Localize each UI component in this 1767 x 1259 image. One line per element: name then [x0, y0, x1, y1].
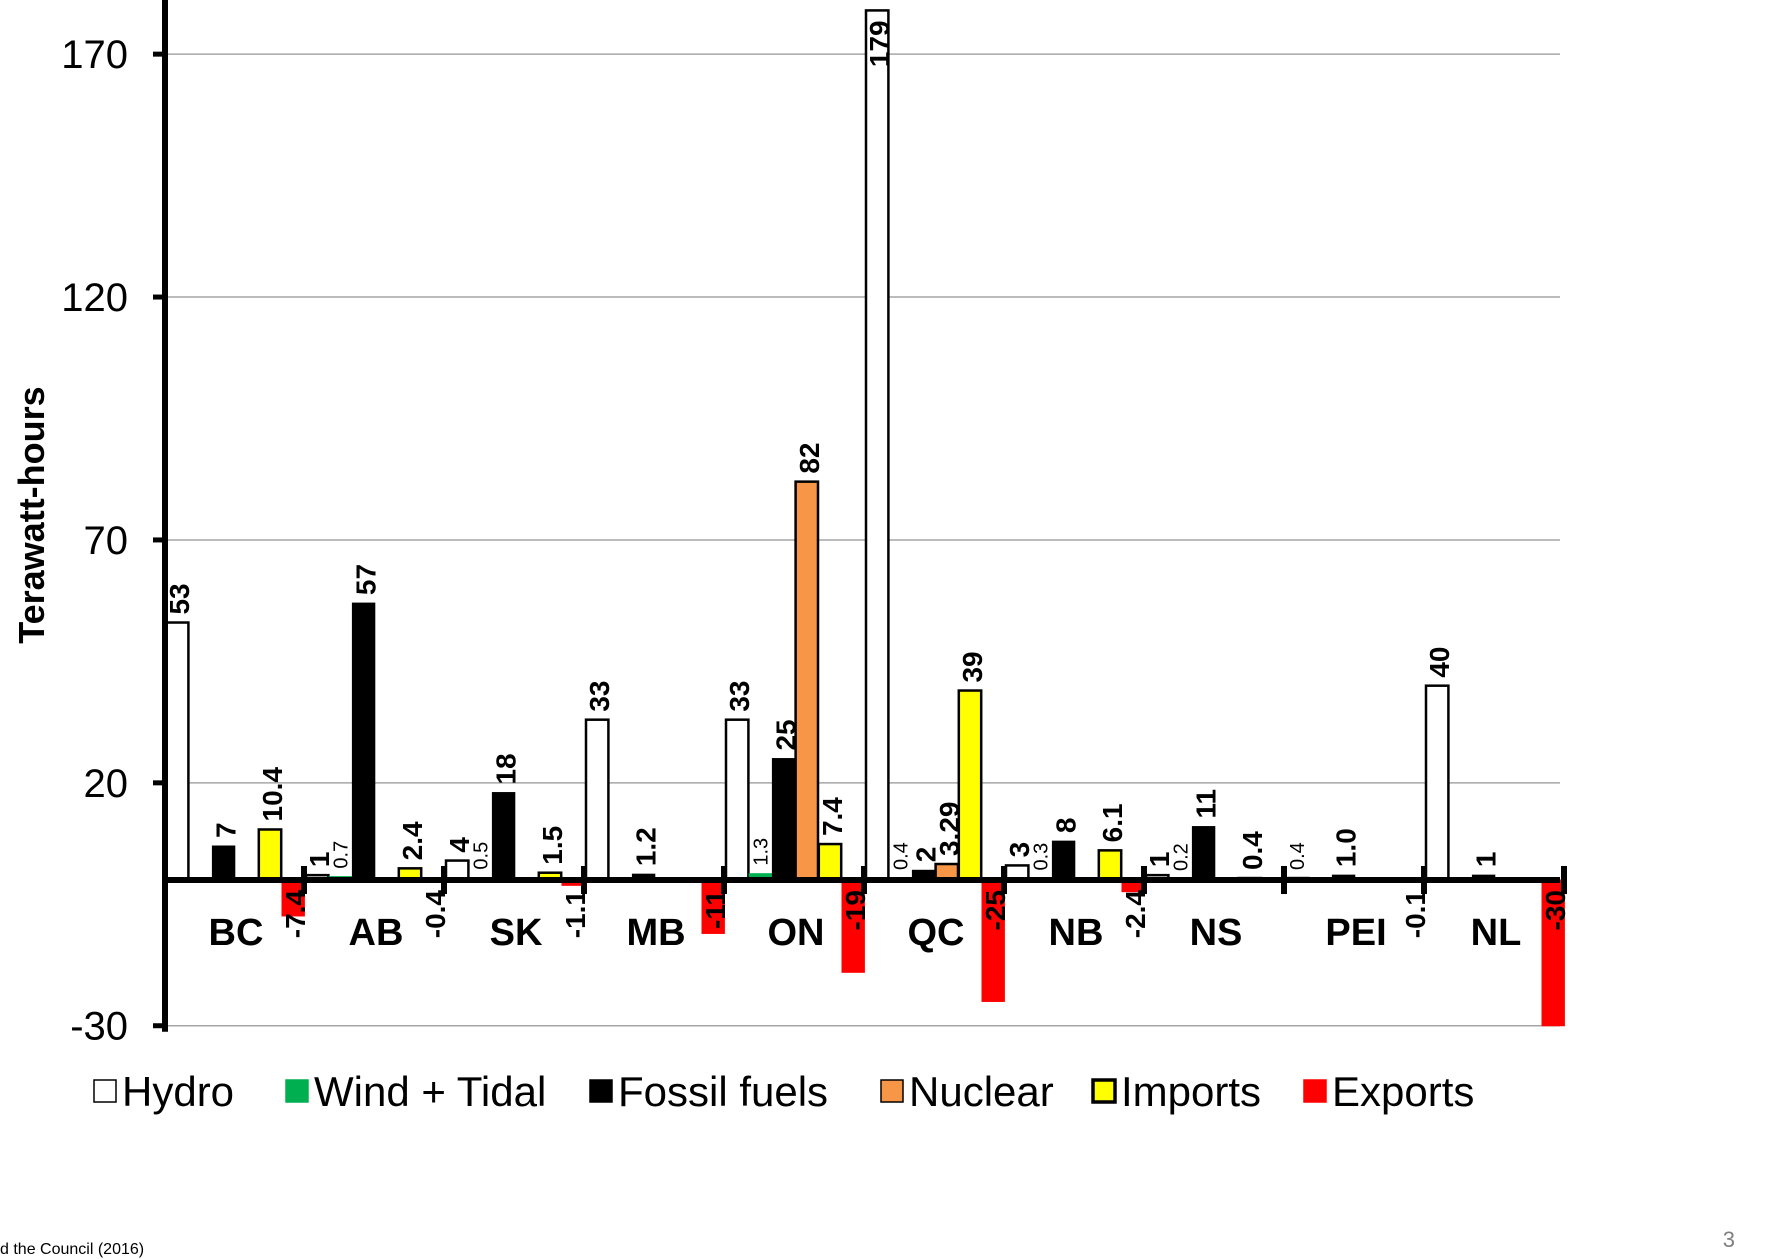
data-label-wind-tidal-sk: 0.5: [470, 842, 492, 870]
bars: [164, 9, 1565, 1027]
data-label-exports-sk: -1.1: [560, 890, 591, 938]
data-labels: 53710.4-7.410.7572.4-0.440.5181.5-1.1331…: [164, 20, 1571, 938]
bar-hydro-mb: [584, 718, 610, 882]
data-label-nuclear-on: 82: [794, 442, 825, 473]
data-label-nuclear-qc: 3.29: [934, 802, 965, 857]
bar-fossil-fuels-nb: [1051, 840, 1076, 881]
bar-fossil-fuels-ab: [351, 602, 376, 881]
data-label-fossil-fuels-ns: 11: [1191, 789, 1222, 819]
data-label-wind-tidal-ns: 0.2: [1170, 843, 1192, 871]
bar-imports-on: [817, 842, 843, 882]
y-tick-label: 20: [84, 762, 129, 806]
data-label-imports-nb: 6.1: [1097, 803, 1128, 842]
data-label-hydro-qc: 179: [864, 20, 895, 67]
data-label-fossil-fuels-bc: 7: [211, 822, 242, 838]
data-label-exports-nl: -30: [1540, 890, 1571, 930]
category-label-bc: BC: [209, 912, 264, 954]
data-label-fossil-fuels-on: 25: [771, 719, 802, 750]
bar-imports-bc: [257, 828, 283, 882]
data-label-imports-sk: 1.5: [537, 826, 568, 865]
data-label-hydro-mb: 33: [584, 681, 615, 712]
legend-label-wind-tidal: Wind + Tidal: [314, 1068, 546, 1115]
data-label-imports-qc: 39: [957, 651, 988, 682]
data-label-wind-tidal-on: 1.3: [750, 838, 772, 866]
bar-fossil-fuels-sk: [491, 792, 516, 881]
bar-imports-nb: [1097, 849, 1123, 882]
y-tick-labels: -30 20 70 120 170: [61, 33, 128, 1049]
data-label-fossil-fuels-sk: 18: [491, 753, 522, 784]
category-label-qc: QC: [908, 912, 965, 954]
legend-label-nuclear: Nuclear: [909, 1068, 1054, 1115]
data-label-imports-ab: 2.4: [397, 821, 428, 860]
category-label-sk: SK: [490, 912, 543, 954]
data-label-imports-bc: 10.4: [257, 767, 288, 822]
y-tick-label: 70: [84, 519, 129, 563]
data-label-fossil-fuels-nl: 1: [1471, 852, 1502, 868]
y-tick-label: -30: [70, 1005, 128, 1049]
legend-swatch-nuclear: [880, 1079, 904, 1103]
data-label-hydro-nb: 3: [1004, 842, 1035, 858]
data-label-hydro-bc: 53: [164, 583, 195, 614]
legend: Hydro Wind + Tidal Fossil fuels Nuclear Impo…: [93, 1068, 1474, 1115]
category-label-ns: NS: [1190, 912, 1243, 954]
data-label-exports-ab: -0.4: [420, 890, 451, 939]
category-labels: BC AB SK MB ON QC NB NS PEI NL: [209, 912, 1522, 954]
data-label-exports-on: -19: [840, 890, 871, 930]
bar-fossil-fuels-ns: [1191, 826, 1216, 881]
legend-label-hydro: Hydro: [122, 1068, 234, 1115]
bar-hydro-qc: [864, 9, 890, 882]
category-label-nl: NL: [1471, 912, 1522, 954]
category-label-on: ON: [768, 912, 825, 954]
data-label-hydro-ns: 1: [1144, 852, 1175, 868]
category-label-nb: NB: [1049, 912, 1104, 954]
legend-swatch-imports: [1091, 1078, 1117, 1104]
data-label-exports-bc: -7.4: [280, 890, 311, 939]
legend-swatch-wind-tidal: [285, 1079, 309, 1103]
legend-label-fossil-fuels: Fossil fuels: [618, 1068, 828, 1115]
legend-swatch-hydro: [93, 1079, 117, 1103]
data-label-imports-on: 7.4: [817, 797, 848, 836]
data-label-fossil-fuels-pei: 1.0: [1331, 828, 1362, 867]
bar-fossil-fuels-bc: [211, 845, 236, 881]
legend-label-imports: Imports: [1121, 1068, 1261, 1115]
legend-swatch-exports: [1303, 1079, 1327, 1103]
data-label-hydro-pei: 0.4: [1287, 842, 1309, 870]
data-label-wind-tidal-qc: 0.4: [890, 842, 912, 870]
bar-hydro-nl: [1424, 684, 1450, 882]
data-label-exports-nb: -2.4: [1120, 890, 1151, 939]
y-tick-label: 170: [61, 33, 128, 77]
data-label-exports-mb: -11: [700, 890, 731, 929]
data-label-hydro-on: 33: [724, 681, 755, 712]
data-label-hydro-sk: 4: [444, 837, 475, 853]
data-label-fossil-fuels-qc: 2: [911, 847, 942, 863]
bar-fossil-fuels-on: [771, 758, 796, 881]
data-label-exports-pei: -0.1: [1400, 890, 1431, 938]
data-label-wind-tidal-nb: 0.3: [1030, 843, 1052, 871]
data-label-imports-ns: 0.4: [1237, 831, 1268, 870]
category-label-ab: AB: [349, 912, 404, 954]
y-axis-label: Terawatt-hours: [11, 386, 52, 643]
gridlines: [165, 53, 1560, 1027]
data-label-hydro-nl: 40: [1424, 647, 1455, 678]
bar-hydro-on: [724, 718, 750, 882]
data-label-fossil-fuels-nb: 8: [1051, 818, 1082, 834]
bar-nuclear-on: [794, 480, 820, 882]
footer-source: d the Council (2016): [0, 1241, 145, 1258]
y-tick-label: 120: [61, 276, 128, 320]
category-label-pei: PEI: [1325, 912, 1386, 954]
data-label-hydro-ab: 1: [304, 852, 335, 868]
category-label-mb: MB: [626, 912, 685, 954]
data-label-exports-qc: -25: [980, 890, 1011, 930]
legend-label-exports: Exports: [1332, 1068, 1474, 1115]
data-label-fossil-fuels-ab: 57: [351, 564, 382, 595]
data-label-fossil-fuels-mb: 1.2: [631, 827, 662, 866]
bar-hydro-bc: [164, 621, 190, 882]
axes: [153, 0, 1567, 1032]
page-number: 3: [1722, 1227, 1735, 1252]
legend-swatch-fossil-fuels: [589, 1079, 613, 1103]
data-label-wind-tidal-ab: 0.7: [330, 841, 352, 869]
